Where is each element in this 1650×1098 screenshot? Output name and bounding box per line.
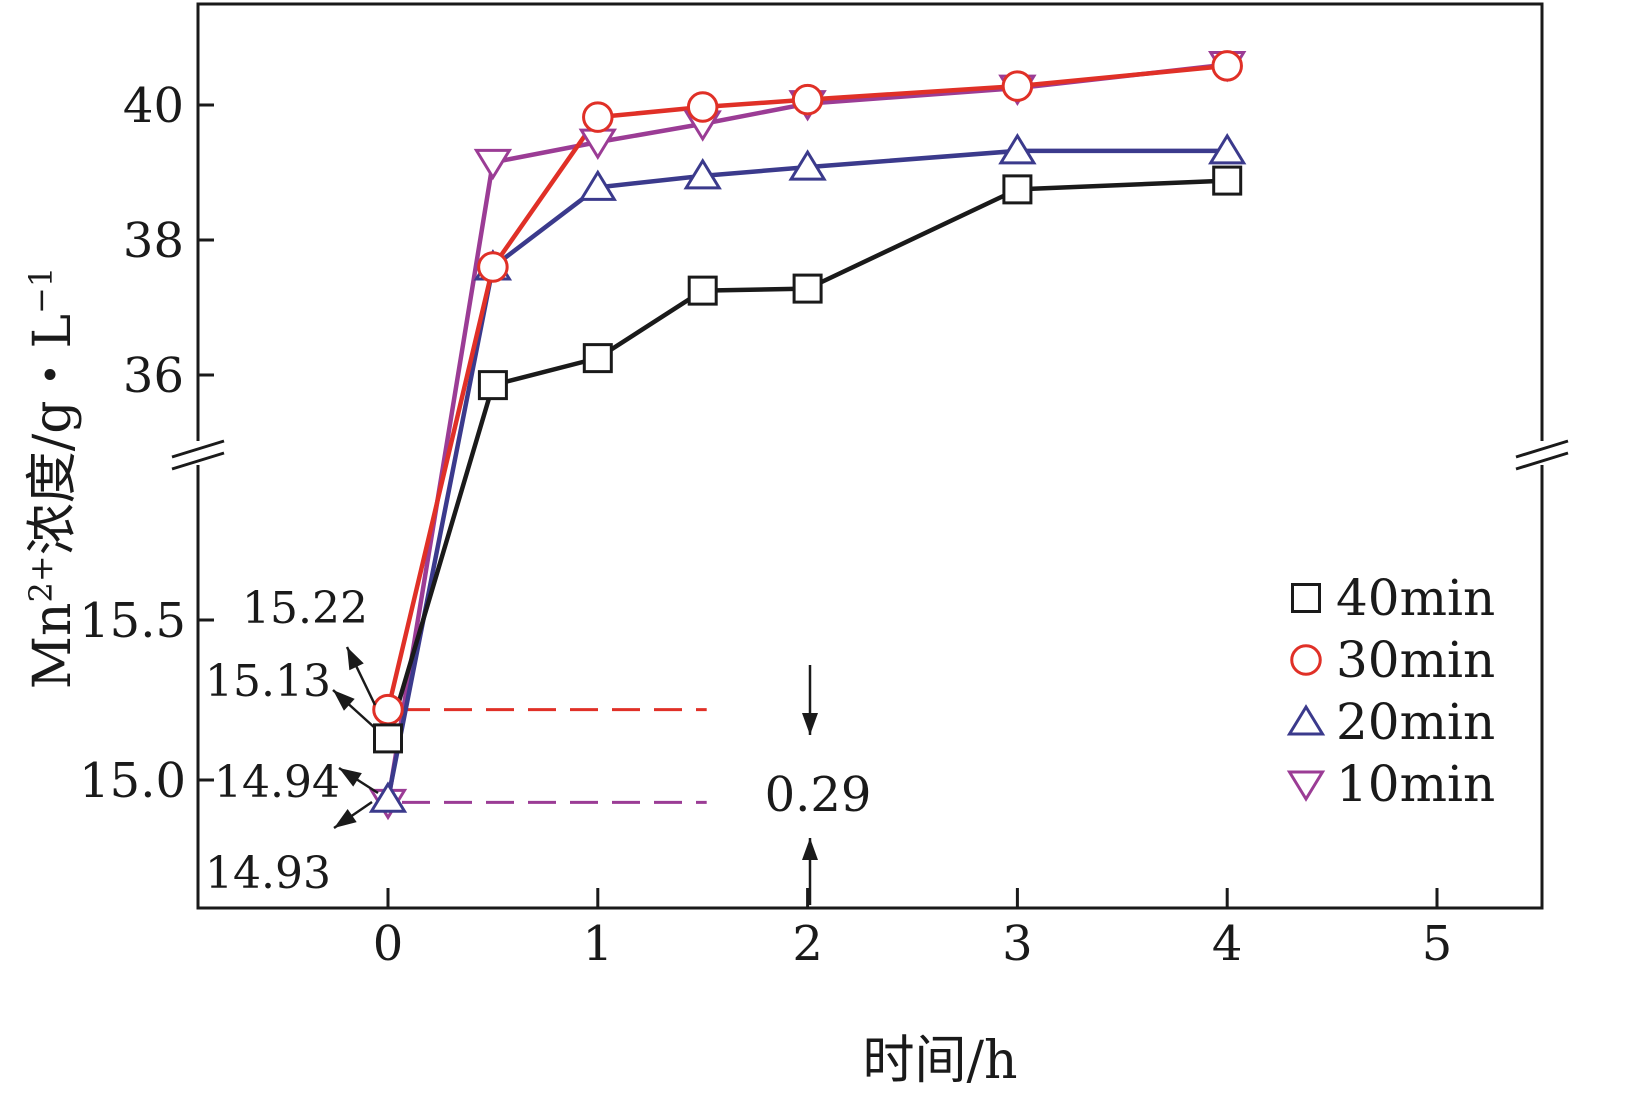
x-tick-label: 5 (1422, 916, 1453, 972)
data-point-30min (1211, 50, 1243, 82)
x-tick-label: 2 (792, 916, 823, 972)
x-axis-ticks: 0 1 2 3 4 5 (373, 888, 1453, 972)
data-point-30min (686, 91, 719, 123)
y-tick-label: 40 (123, 78, 184, 134)
series-line-20min (385, 148, 1228, 800)
annotation-arrows (332, 646, 818, 905)
difference-label: 0.29 (765, 767, 872, 823)
arrow-diff-up-head (802, 838, 818, 860)
series-markers (368, 50, 1247, 821)
data-point-20min (683, 157, 722, 190)
data-point-40min (1212, 165, 1243, 196)
data-point-30min (477, 251, 509, 283)
axis-break-gap-right (1538, 441, 1546, 465)
data-point-20min (368, 781, 408, 813)
data-point-20min (998, 133, 1037, 165)
legend-marker-10min (1286, 770, 1326, 802)
data-point-20min (1208, 133, 1247, 165)
legend-label-30min: 30min (1336, 631, 1495, 689)
series-line-40min (385, 178, 1228, 740)
x-tick-label: 3 (1002, 916, 1033, 972)
legend-marker-30min (1290, 644, 1322, 676)
legend-label-10min: 10min (1336, 755, 1495, 813)
data-point-40min (373, 723, 403, 754)
point-label-20min-start: 14.94 (214, 757, 340, 808)
x-tick-label: 0 (373, 916, 404, 972)
axis-break-gap-left (194, 441, 202, 465)
x-axis-title: 时间/h (862, 1031, 1017, 1091)
data-point-30min (1001, 70, 1034, 102)
y-axis-title: Mn2+浓度/g・L−1 (22, 267, 83, 689)
data-point-30min (791, 83, 824, 116)
data-point-10min (473, 148, 513, 181)
legend-marker-20min (1286, 704, 1326, 736)
arrow-15.22-head (347, 647, 364, 671)
legend-label-20min: 20min (1336, 693, 1495, 751)
data-point-40min (582, 343, 613, 374)
point-label-40min-start: 15.13 (205, 656, 331, 707)
x-tick-label: 4 (1212, 916, 1243, 972)
legend-marker-40min (1291, 583, 1321, 613)
arrow-diff-down-head (802, 713, 818, 735)
axis-break-slash (1515, 439, 1569, 459)
data-point-40min (792, 273, 823, 304)
y-axis-title-rest: 浓度/g・L (23, 314, 83, 555)
y-axis-title-unit-superscript: −1 (22, 267, 60, 314)
data-point-30min (372, 693, 404, 726)
y-axis-break (171, 439, 1569, 471)
data-point-40min (1002, 174, 1033, 205)
y-axis-title-superscript: 2+ (22, 555, 60, 602)
y-axis-ticks: 36 38 40 15.0 15.5 (79, 78, 214, 809)
y-tick-label: 15.5 (79, 593, 186, 649)
y-tick-label: 38 (123, 213, 184, 269)
data-point-20min (788, 149, 827, 181)
legend-label-40min: 40min (1336, 569, 1495, 627)
point-label-30min-start: 15.22 (242, 583, 368, 634)
arrow-15.13-head (333, 690, 355, 711)
arrow-14.93-head (334, 808, 357, 828)
data-point-40min (687, 275, 718, 306)
axis-break-slash (171, 451, 225, 471)
axis-break-slash (1515, 451, 1569, 471)
arrow-14.94-head (339, 768, 362, 787)
y-tick-label: 15.0 (79, 753, 186, 809)
annotations: 15.22 15.13 14.94 14.93 0.29 (205, 583, 871, 905)
data-point-40min (477, 370, 508, 401)
y-axis-title-main: Mn (23, 602, 83, 689)
reference-lines (402, 708, 707, 804)
point-label-10min-start: 14.93 (205, 848, 331, 899)
axis-break-slash (171, 439, 225, 459)
data-point-30min (582, 101, 614, 133)
x-tick-label: 1 (583, 916, 614, 972)
y-tick-label: 36 (123, 348, 184, 404)
data-point-20min (578, 169, 617, 201)
